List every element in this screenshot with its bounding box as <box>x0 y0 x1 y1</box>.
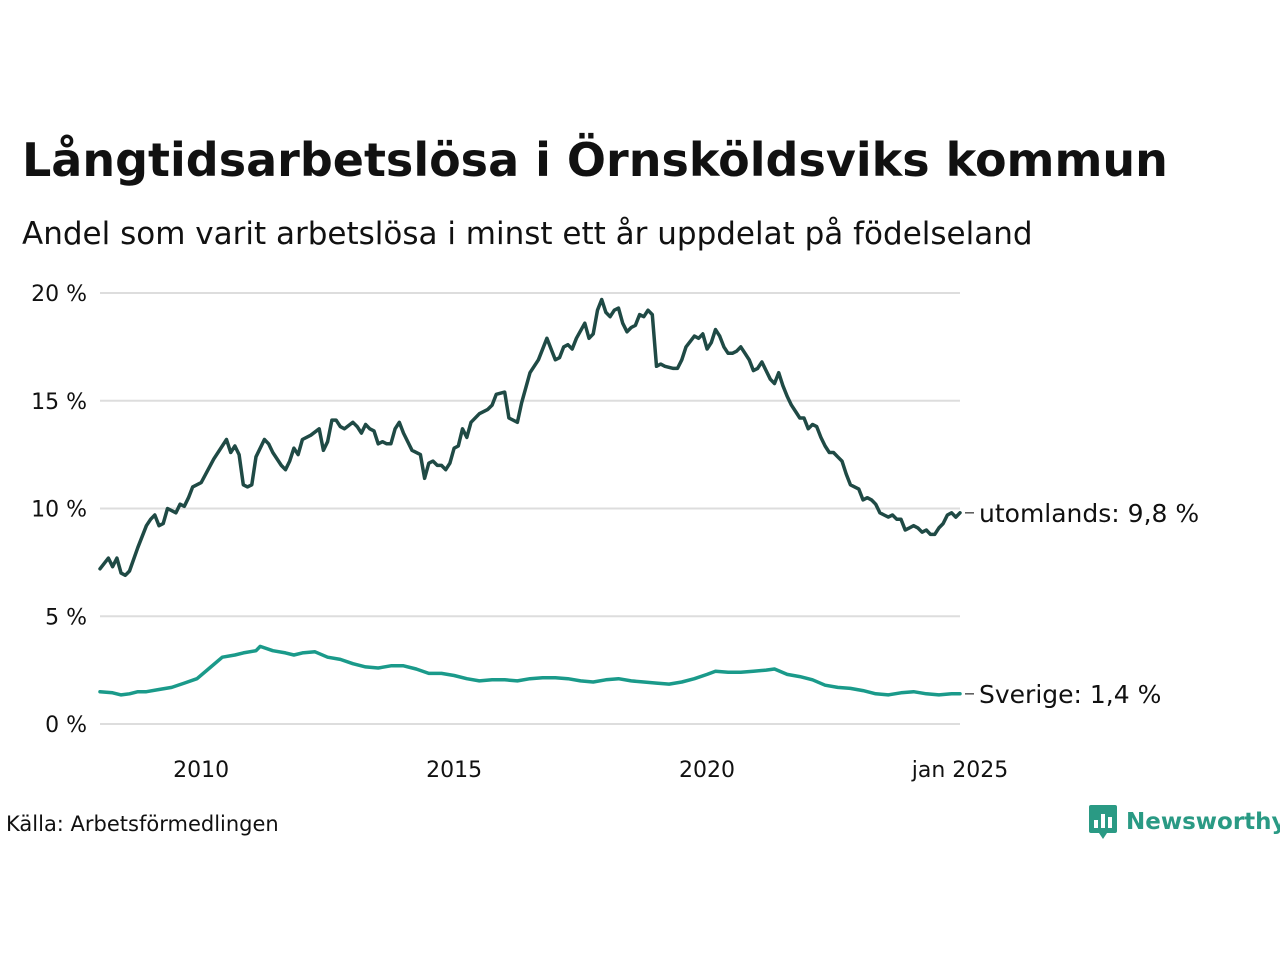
series-line-utomlands <box>98 297 962 578</box>
series-line-sverige <box>98 644 962 697</box>
bar-chart-speech-bubble-icon <box>1089 805 1117 839</box>
y-tick-label: 10 % <box>31 498 87 523</box>
series-end-labels: utomlands: 9,8 % Sverige: 1,4 % <box>965 499 1199 709</box>
x-tick-label: 2020 <box>679 758 735 783</box>
x-axis: 2010 2015 2020 jan 2025 <box>173 758 1008 783</box>
chart-subtitle: Andel som varit arbetslösa i minst ett å… <box>22 216 1033 252</box>
y-tick-label: 20 % <box>31 282 87 307</box>
gridlines <box>100 292 960 725</box>
x-tick-label: 2010 <box>173 758 229 783</box>
y-axis: 0 % 5 % 10 % 15 % 20 % <box>31 282 87 738</box>
end-label-utomlands: utomlands: 9,8 % <box>979 499 1199 528</box>
x-tick-label: 2015 <box>426 758 482 783</box>
x-tick-label: jan 2025 <box>911 758 1009 783</box>
y-tick-label: 15 % <box>31 390 87 415</box>
end-label-sverige: Sverige: 1,4 % <box>979 680 1161 709</box>
chart-title: Långtidsarbetslösa i Örnsköldsviks kommu… <box>22 133 1168 187</box>
brand-name: Newsworthy <box>1126 809 1280 835</box>
brand-logo: Newsworthy <box>1088 804 1280 840</box>
y-tick-label: 5 % <box>45 605 87 630</box>
source-note: Källa: Arbetsförmedlingen <box>6 812 279 836</box>
y-tick-label: 0 % <box>45 713 87 738</box>
series-lines <box>98 297 962 697</box>
